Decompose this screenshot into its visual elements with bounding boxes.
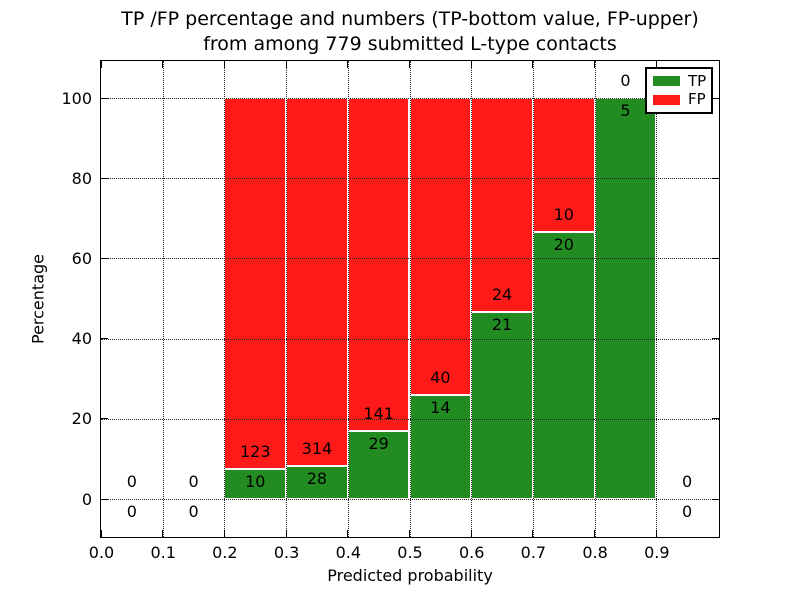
bar-fp-2: [224, 98, 287, 469]
tp-count-label-1: 0: [188, 502, 199, 521]
ytick-label-20: 20: [71, 409, 92, 429]
ytick-left-80: [101, 177, 108, 179]
ytick-label-60: 60: [71, 248, 92, 268]
tp-count-label-2: 10: [245, 471, 266, 491]
tp-count-label-7: 20: [553, 234, 574, 254]
gridline-x-0.8: [594, 61, 596, 537]
tp-count-label-5: 14: [430, 398, 451, 418]
ytick-left-60: [101, 257, 108, 259]
fp-count-label-2: 123: [239, 441, 271, 461]
fp-count-label-6: 24: [491, 284, 513, 304]
gridline-x-0.9: [656, 61, 658, 537]
tp-count-label-8: 5: [620, 101, 631, 120]
legend: TP FP: [645, 67, 713, 114]
fp-count-label-7: 10: [553, 204, 574, 224]
fp-count-label-3: 314: [301, 439, 333, 459]
xtick-top-0.3: [285, 61, 287, 68]
chart-title: TP /FP percentage and numbers (TP-bottom…: [100, 7, 720, 57]
xtick-label-0.5: 0.5: [397, 543, 423, 562]
xtick-label-0.6: 0.6: [458, 543, 485, 562]
gridline-x-0.6: [471, 61, 473, 537]
xtick-label-0.2: 0.2: [212, 543, 238, 562]
ytick-left-40: [101, 338, 108, 340]
fp-count-label-8: 0: [620, 71, 631, 90]
fp-count-label-4: 141: [363, 403, 394, 423]
legend-patch-fp: [653, 94, 680, 105]
gridline-x-0.2: [224, 61, 226, 537]
ytick-right-100: [712, 97, 719, 99]
ytick-right-80: [712, 177, 719, 179]
xtick-label-0.8: 0.8: [582, 543, 608, 562]
gridline-x-0.4: [347, 61, 349, 537]
ytick-label-80: 80: [71, 168, 92, 188]
tp-count-label-9: 0: [682, 502, 693, 521]
xtick-top-0.6: [470, 61, 472, 68]
xtick-bottom-0.7: [532, 530, 534, 537]
legend-patch-tp: [653, 76, 680, 87]
gridline-x-0.3: [286, 61, 288, 537]
gridline-x-0.7: [532, 61, 534, 537]
ytick-left-100: [101, 97, 108, 99]
gridline-x-0.1: [162, 61, 164, 537]
xtick-label-0.4: 0.4: [335, 543, 362, 562]
bar-tp-7: [532, 231, 595, 499]
fp-count-label-5: 40: [430, 368, 451, 388]
ytick-right-0: [712, 498, 719, 500]
ytick-label-100: 100: [61, 88, 92, 108]
xtick-top-0.4: [347, 61, 349, 68]
xtick-label-0.3: 0.3: [273, 543, 300, 562]
ytick-right-60: [712, 257, 719, 259]
chart-title-line2: from among 779 submitted L-type contacts: [203, 33, 617, 55]
bar-tp-4: [347, 430, 410, 499]
xtick-top-0.1: [162, 61, 164, 68]
xtick-top-0.7: [532, 61, 534, 68]
xtick-top-0.0: [100, 61, 102, 68]
bar-fp-5: [409, 98, 472, 396]
fp-count-label-0: 0: [126, 472, 137, 491]
xtick-bottom-0.1: [162, 530, 164, 537]
xtick-bottom-0.3: [285, 530, 287, 537]
legend-label-fp: FP: [688, 90, 706, 109]
plot-area: TP FP 0 0 0 0 123 10 314 28 141 29 40 14 24 21 10 20 0 5 0 0: [100, 60, 720, 538]
xtick-bottom-0.4: [347, 530, 349, 537]
tp-count-label-3: 28: [306, 469, 328, 489]
legend-entry-fp: FP: [653, 90, 706, 109]
x-axis-label: Predicted probability: [327, 566, 493, 585]
xtick-label-0.1: 0.1: [150, 543, 176, 562]
xtick-top-0.5: [409, 61, 410, 68]
xtick-label-0.7: 0.7: [520, 543, 547, 562]
xtick-bottom-0.2: [223, 530, 225, 537]
fp-count-label-1: 0: [188, 472, 199, 491]
xtick-label-0.0: 0.0: [88, 543, 115, 562]
xtick-top-0.9: [655, 61, 657, 68]
xtick-top-0.2: [223, 61, 225, 68]
bar-tp-6: [471, 311, 533, 499]
tp-count-label-0: 0: [126, 502, 137, 521]
legend-label-tp: TP: [688, 71, 707, 90]
ytick-left-20: [101, 418, 108, 420]
ytick-label-0: 0: [81, 489, 92, 509]
bar-fp-7: [532, 98, 595, 232]
gridline-x-0.5: [409, 61, 411, 537]
xtick-bottom-0.6: [470, 530, 472, 537]
xtick-bottom-0.5: [409, 530, 410, 537]
bar-tp-8: [594, 98, 657, 499]
ytick-right-20: [712, 418, 719, 420]
xtick-bottom-0.9: [655, 530, 657, 537]
xtick-top-0.8: [594, 61, 596, 68]
fp-count-label-9: 0: [682, 472, 693, 491]
tp-count-label-4: 29: [368, 433, 389, 453]
bar-tp-3: [286, 466, 348, 499]
ytick-right-40: [712, 338, 719, 340]
xtick-bottom-0.8: [594, 530, 596, 537]
ytick-left-0: [101, 498, 108, 500]
ytick-label-40: 40: [71, 329, 92, 349]
xtick-bottom-0.0: [100, 530, 102, 537]
xtick-label-0.9: 0.9: [644, 543, 670, 562]
legend-entry-tp: TP: [653, 71, 707, 90]
chart-title-line1: TP /FP percentage and numbers (TP-bottom…: [121, 8, 699, 30]
tp-count-label-6: 21: [491, 314, 513, 334]
